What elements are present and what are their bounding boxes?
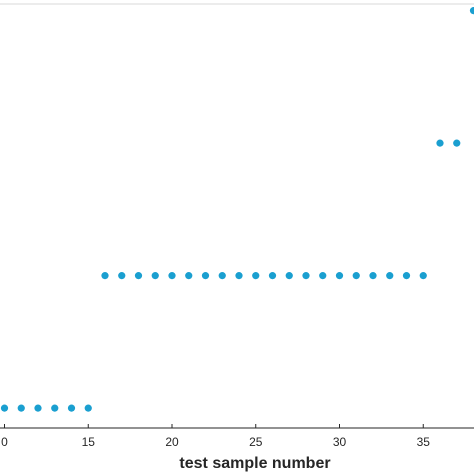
data-point xyxy=(0,404,9,412)
data-point xyxy=(469,7,474,15)
plot-area xyxy=(0,4,474,428)
data-point xyxy=(101,272,109,280)
x-tick-label: 15 xyxy=(82,435,96,449)
data-point xyxy=(17,404,25,412)
x-tick-label: 30 xyxy=(333,435,347,449)
x-tick-label: 20 xyxy=(165,435,179,449)
data-point xyxy=(118,272,126,280)
data-point xyxy=(285,272,293,280)
data-point xyxy=(369,272,377,280)
x-tick-label: 35 xyxy=(417,435,431,449)
x-axis-label: test sample number xyxy=(179,455,330,472)
data-point xyxy=(201,272,210,280)
data-point xyxy=(168,272,176,280)
data-point xyxy=(386,272,394,280)
x-axis-ticks: 0 15 20 25 30 35 xyxy=(1,424,430,449)
data-point xyxy=(402,272,411,280)
data-point xyxy=(51,404,59,412)
data-point xyxy=(335,272,344,280)
data-point xyxy=(185,272,193,280)
data-point xyxy=(453,139,461,147)
data-point xyxy=(34,404,42,412)
data-points xyxy=(0,7,474,412)
data-point xyxy=(319,272,327,280)
data-point xyxy=(235,272,243,280)
data-point xyxy=(268,272,277,280)
data-point xyxy=(134,272,143,280)
x-tick-label: 0 xyxy=(1,435,8,449)
data-point xyxy=(84,404,92,412)
data-point xyxy=(252,272,260,280)
data-point xyxy=(67,404,76,412)
data-point xyxy=(302,272,310,280)
data-point xyxy=(218,272,226,280)
x-tick-label: 25 xyxy=(249,435,263,449)
data-point xyxy=(419,272,427,280)
data-point xyxy=(436,139,444,147)
data-point xyxy=(151,272,159,280)
data-point xyxy=(352,272,360,280)
